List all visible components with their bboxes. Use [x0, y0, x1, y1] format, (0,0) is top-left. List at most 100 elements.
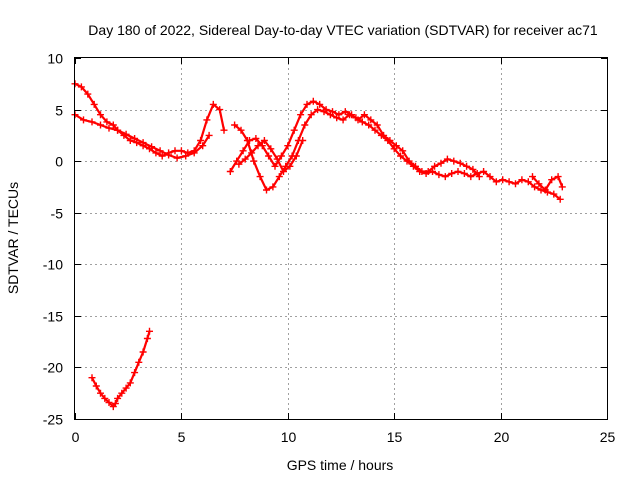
data-point — [152, 149, 160, 157]
data-point — [243, 137, 251, 144]
series-track-1 — [71, 80, 228, 160]
data-point — [177, 147, 185, 155]
data-point — [297, 111, 305, 119]
x-tick-label: 25 — [600, 429, 616, 445]
data-point — [237, 126, 245, 134]
data-point — [114, 126, 122, 134]
data-point — [131, 135, 139, 142]
data-point — [358, 118, 366, 126]
y-tick-label: -10 — [43, 257, 63, 273]
y-tick-label: 10 — [47, 51, 63, 67]
data-point — [346, 111, 353, 119]
data-point — [126, 379, 134, 387]
y-tick-label: -25 — [43, 412, 63, 428]
data-point — [326, 111, 334, 119]
data-point — [518, 176, 526, 184]
data-point — [454, 168, 462, 175]
data-point — [92, 382, 100, 390]
data-point — [199, 142, 207, 150]
data-point — [118, 389, 126, 397]
data-point — [409, 162, 417, 170]
data-point — [535, 180, 543, 188]
data-point — [303, 100, 311, 108]
data-point — [416, 168, 424, 175]
data-point — [267, 145, 275, 153]
data-point — [88, 118, 96, 126]
data-point — [492, 178, 500, 186]
data-point — [435, 171, 443, 179]
data-point — [90, 100, 98, 108]
data-point — [524, 178, 532, 186]
data-point — [360, 111, 368, 119]
data-point — [531, 183, 539, 191]
y-tick-label: 0 — [55, 154, 63, 170]
data-point — [365, 121, 373, 129]
plot-frame — [74, 57, 608, 420]
series-line — [229, 100, 481, 178]
data-point — [97, 121, 104, 129]
data-point — [173, 154, 181, 162]
data-point — [399, 147, 407, 155]
data-point — [314, 106, 322, 114]
data-point — [384, 137, 392, 144]
data-point — [505, 178, 513, 186]
data-point — [443, 155, 451, 163]
data-point — [441, 173, 449, 181]
data-point — [256, 173, 264, 181]
x-tick-label: 5 — [178, 429, 186, 445]
data-point — [431, 162, 439, 170]
data-point — [122, 384, 130, 392]
data-point — [473, 170, 481, 177]
data-point — [271, 162, 279, 170]
series-track-2 — [71, 111, 213, 162]
data-point — [480, 168, 488, 175]
data-point — [377, 131, 385, 139]
series-track-7 — [88, 327, 153, 411]
data-point — [190, 149, 198, 157]
data-point — [148, 143, 156, 151]
data-point — [105, 399, 113, 406]
data-point — [301, 121, 309, 129]
data-point — [135, 358, 143, 366]
axis-ticks: 0 5 10 15 20 25 -25 -20 -15 -10 -5 0 5 10 — [43, 51, 616, 446]
data-point — [558, 183, 566, 191]
x-tick-label: 15 — [387, 429, 403, 445]
data-point — [269, 183, 277, 191]
data-point — [422, 170, 430, 177]
data-point — [203, 116, 211, 124]
data-point — [397, 152, 405, 160]
data-point — [280, 168, 287, 175]
data-point — [339, 116, 347, 124]
data-point — [97, 389, 104, 397]
data-point — [182, 152, 190, 160]
data-point — [550, 190, 558, 198]
x-axis-label: GPS time / hours — [287, 457, 394, 473]
data-point — [456, 159, 464, 167]
data-point — [105, 124, 113, 132]
data-point — [260, 137, 268, 144]
data-point — [352, 114, 360, 122]
data-series — [71, 80, 566, 411]
data-point — [556, 195, 564, 203]
data-point — [486, 173, 494, 181]
data-point — [437, 159, 445, 167]
data-point — [450, 157, 458, 165]
data-point — [171, 147, 179, 155]
data-point — [371, 126, 379, 134]
data-point — [88, 374, 96, 382]
data-point — [273, 155, 281, 163]
data-point — [292, 152, 300, 160]
data-point — [429, 168, 436, 175]
data-point — [463, 162, 471, 170]
data-point — [554, 173, 562, 181]
data-point — [77, 83, 85, 91]
data-point — [512, 180, 519, 188]
data-point — [333, 114, 341, 122]
data-point — [284, 142, 292, 150]
data-point — [320, 108, 328, 116]
series-track-5 — [235, 137, 307, 175]
data-point — [109, 121, 117, 129]
x-tick-label: 0 — [72, 429, 80, 445]
data-point — [143, 335, 151, 342]
data-point — [248, 149, 256, 157]
